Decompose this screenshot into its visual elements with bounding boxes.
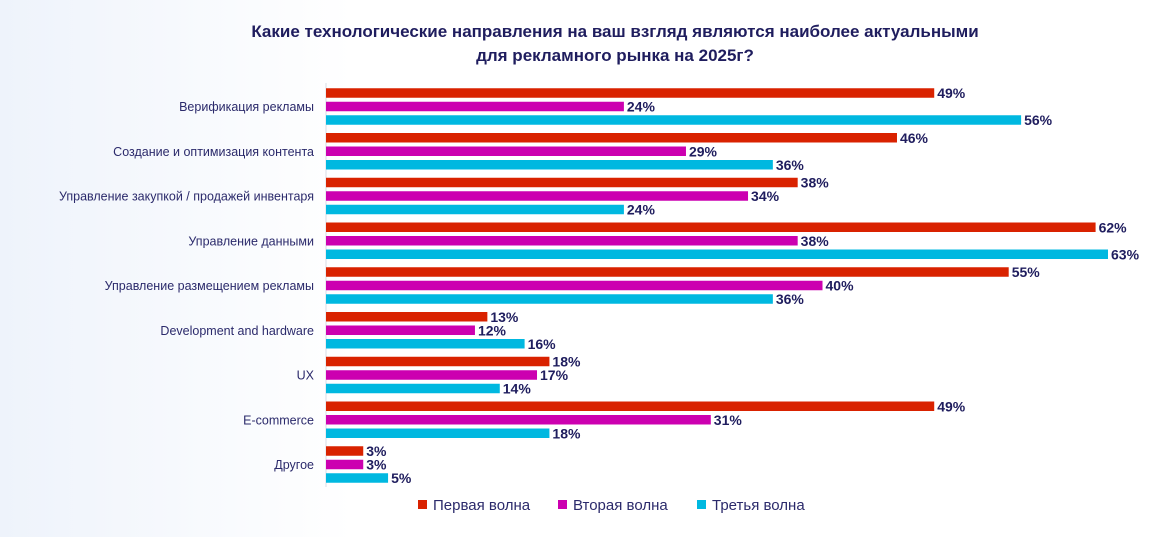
bar bbox=[326, 401, 935, 411]
data-label: 31% bbox=[714, 412, 743, 428]
data-label: 46% bbox=[900, 130, 929, 146]
bar bbox=[326, 177, 798, 188]
category-label: Создание и оптимизация контента bbox=[113, 145, 314, 159]
data-label: 40% bbox=[826, 278, 855, 294]
data-label: 36% bbox=[776, 291, 805, 307]
bar bbox=[326, 473, 389, 483]
data-label: 16% bbox=[528, 336, 557, 352]
data-label: 62% bbox=[1099, 219, 1128, 235]
bar bbox=[326, 356, 550, 367]
bar bbox=[326, 236, 798, 246]
bar bbox=[326, 204, 624, 215]
data-label: 56% bbox=[1024, 112, 1053, 128]
bar bbox=[326, 446, 364, 456]
category-label: Верификация рекламы bbox=[179, 100, 314, 114]
bar bbox=[326, 312, 488, 322]
data-label: 38% bbox=[801, 175, 830, 191]
bar bbox=[326, 146, 686, 156]
category-label: Управление размещением рекламы bbox=[105, 279, 314, 293]
bar bbox=[326, 133, 897, 143]
category-label: E-commerce bbox=[243, 413, 314, 427]
bar bbox=[326, 267, 1009, 277]
data-label: 34% bbox=[751, 188, 780, 204]
bar bbox=[326, 415, 711, 425]
chart-title-line-2: для рекламного рынка на 2025г? bbox=[476, 46, 754, 65]
bar bbox=[326, 101, 624, 112]
legend-label: Третья волна bbox=[712, 497, 805, 514]
bar bbox=[326, 191, 749, 201]
data-label: 49% bbox=[937, 85, 966, 101]
bar bbox=[326, 370, 538, 380]
legend-swatch bbox=[697, 500, 706, 509]
data-label: 55% bbox=[1012, 264, 1041, 280]
category-label: UX bbox=[297, 369, 315, 383]
bar bbox=[326, 294, 773, 304]
bar bbox=[326, 280, 823, 291]
bar bbox=[326, 459, 364, 470]
bar bbox=[326, 325, 475, 335]
chart-title: Какие технологические направления на ваш… bbox=[0, 20, 1176, 68]
data-label: 5% bbox=[391, 470, 412, 486]
category-label: Development and hardware bbox=[160, 324, 314, 338]
bar bbox=[326, 249, 1108, 259]
data-label: 38% bbox=[801, 233, 830, 249]
category-label: Другое bbox=[274, 458, 314, 472]
bar bbox=[326, 428, 550, 438]
legend-label: Вторая волна bbox=[573, 497, 668, 514]
data-label: 3% bbox=[366, 457, 387, 473]
data-label: 18% bbox=[552, 425, 581, 441]
bar bbox=[326, 88, 935, 98]
data-label: 12% bbox=[478, 322, 507, 338]
data-label: 18% bbox=[552, 354, 581, 370]
data-label: 29% bbox=[689, 143, 718, 159]
chart-title-line-1: Какие технологические направления на ваш… bbox=[251, 22, 979, 41]
bar bbox=[326, 383, 500, 394]
legend-label: Первая волна bbox=[433, 497, 531, 514]
category-label: Управление данными bbox=[188, 234, 314, 248]
data-label: 24% bbox=[627, 202, 656, 218]
data-label: 24% bbox=[627, 99, 656, 115]
data-label: 49% bbox=[937, 398, 966, 414]
data-label: 13% bbox=[490, 309, 519, 325]
legend-swatch bbox=[558, 500, 567, 509]
legend-swatch bbox=[418, 500, 427, 509]
data-label: 63% bbox=[1111, 246, 1140, 262]
data-label: 14% bbox=[503, 381, 532, 397]
data-label: 17% bbox=[540, 367, 569, 383]
data-label: 36% bbox=[776, 157, 805, 173]
data-label: 3% bbox=[366, 443, 387, 459]
bar bbox=[326, 222, 1096, 232]
bar bbox=[326, 339, 525, 349]
bar bbox=[326, 115, 1022, 125]
bar bbox=[326, 160, 773, 170]
category-label: Управление закупкой / продажей инвентаря bbox=[59, 190, 314, 204]
